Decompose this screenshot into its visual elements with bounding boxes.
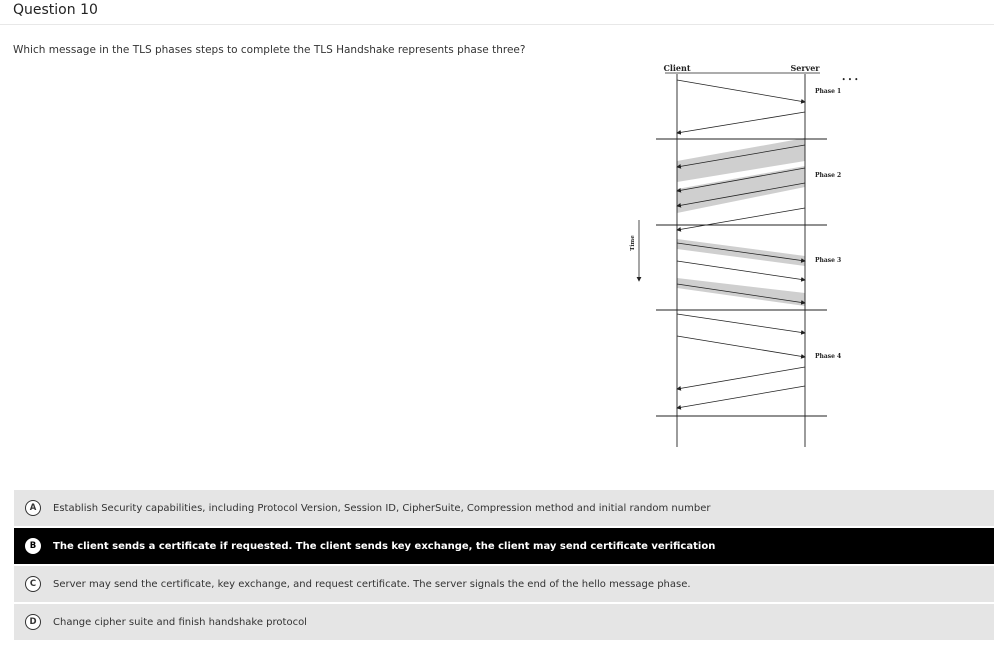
option-c-text: Server may send the certificate, key exc… <box>53 578 691 590</box>
phase2-band-2 <box>677 166 805 213</box>
phase-2-label: Phase 2 <box>815 172 841 179</box>
ellipsis-icon: • • • <box>842 76 859 84</box>
phase-1-label: Phase 1 <box>815 88 841 95</box>
message-arrow <box>676 144 806 169</box>
message-arrow <box>676 313 806 335</box>
phase3-band-2 <box>677 278 805 306</box>
option-b-letter: B <box>25 538 41 554</box>
message-arrow <box>676 366 806 391</box>
tls-handshake-diagram: Client Server • • • <box>620 60 860 456</box>
option-a[interactable]: A Establish Security capabilities, inclu… <box>14 490 994 526</box>
option-b-text: The client sends a certificate if reques… <box>53 540 716 552</box>
option-b[interactable]: B The client sends a certificate if requ… <box>14 528 994 564</box>
server-label: Server <box>790 63 820 73</box>
message-arrow <box>676 283 806 305</box>
option-c-letter: C <box>25 576 41 592</box>
message-arrow <box>676 182 806 208</box>
message-arrow <box>676 207 806 232</box>
message-arrow <box>676 242 806 263</box>
message-arrow <box>676 111 806 135</box>
option-d[interactable]: D Change cipher suite and finish handsha… <box>14 604 994 640</box>
message-arrow <box>676 167 806 193</box>
phase-4-label: Phase 4 <box>815 353 841 360</box>
phase2-band-1 <box>677 138 805 182</box>
option-a-letter: A <box>25 500 41 516</box>
option-a-text: Establish Security capabilities, includi… <box>53 502 711 514</box>
message-arrow <box>676 79 806 104</box>
diagram-svg: Client Server • • • <box>630 63 859 447</box>
message-arrow <box>676 260 806 282</box>
time-label: Time <box>630 235 636 251</box>
answer-options: A Establish Security capabilities, inclu… <box>14 490 994 642</box>
message-arrow <box>676 335 806 359</box>
message-arrow <box>676 385 806 410</box>
question-header: Question 10 <box>0 0 994 25</box>
phase3-band-1 <box>677 239 805 266</box>
option-d-text: Change cipher suite and finish handshake… <box>53 616 307 628</box>
phase-3-label: Phase 3 <box>815 257 841 264</box>
option-d-letter: D <box>25 614 41 630</box>
client-label: Client <box>663 63 690 73</box>
option-c[interactable]: C Server may send the certificate, key e… <box>14 566 994 602</box>
question-prompt: Which message in the TLS phases steps to… <box>13 44 526 56</box>
question-title: Question 10 <box>13 2 98 18</box>
